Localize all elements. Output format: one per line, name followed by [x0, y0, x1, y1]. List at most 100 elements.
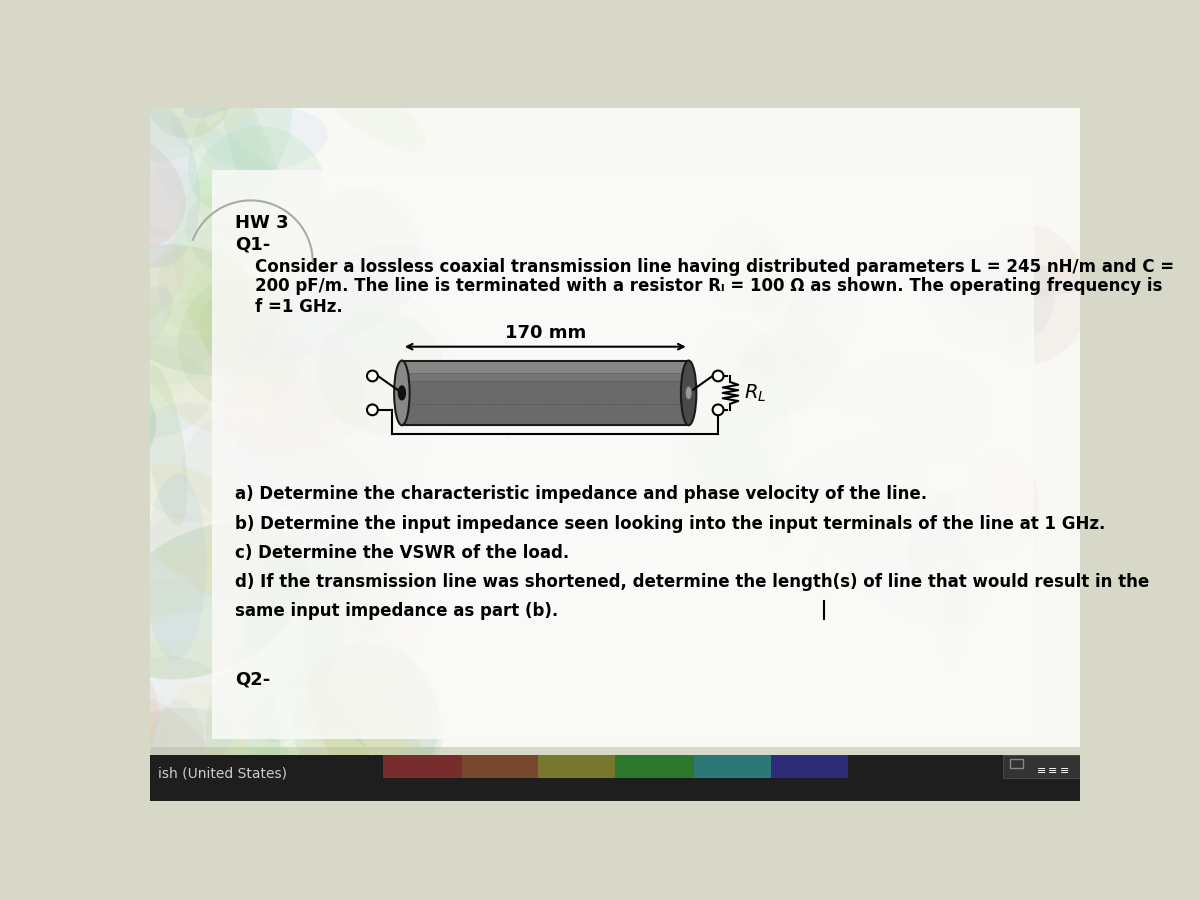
FancyBboxPatch shape [650, 755, 653, 778]
FancyBboxPatch shape [212, 169, 1033, 740]
FancyBboxPatch shape [466, 755, 468, 778]
FancyBboxPatch shape [775, 755, 778, 778]
FancyBboxPatch shape [829, 755, 832, 778]
FancyBboxPatch shape [676, 755, 678, 778]
FancyBboxPatch shape [617, 755, 619, 778]
FancyBboxPatch shape [722, 755, 725, 778]
FancyBboxPatch shape [541, 755, 542, 778]
Ellipse shape [908, 519, 1037, 637]
Ellipse shape [232, 328, 294, 401]
Ellipse shape [115, 286, 173, 353]
FancyBboxPatch shape [790, 755, 792, 778]
FancyBboxPatch shape [385, 755, 388, 778]
FancyBboxPatch shape [731, 755, 733, 778]
Ellipse shape [899, 433, 980, 518]
FancyBboxPatch shape [576, 755, 578, 778]
FancyBboxPatch shape [520, 755, 522, 778]
FancyBboxPatch shape [824, 755, 827, 778]
FancyBboxPatch shape [748, 755, 750, 778]
FancyBboxPatch shape [728, 755, 731, 778]
FancyBboxPatch shape [616, 755, 617, 778]
FancyBboxPatch shape [638, 755, 641, 778]
FancyBboxPatch shape [450, 755, 452, 778]
FancyBboxPatch shape [420, 755, 422, 778]
FancyBboxPatch shape [433, 755, 436, 778]
Ellipse shape [302, 563, 427, 724]
Ellipse shape [127, 402, 259, 522]
Ellipse shape [188, 74, 292, 209]
FancyBboxPatch shape [710, 755, 713, 778]
Ellipse shape [221, 79, 296, 266]
FancyBboxPatch shape [559, 755, 562, 778]
FancyBboxPatch shape [606, 755, 608, 778]
FancyBboxPatch shape [664, 755, 666, 778]
Ellipse shape [340, 553, 409, 632]
FancyBboxPatch shape [455, 755, 457, 778]
FancyBboxPatch shape [840, 755, 842, 778]
FancyBboxPatch shape [562, 755, 564, 778]
Ellipse shape [907, 491, 958, 576]
Text: b) Determine the input impedance seen looking into the input terminals of the li: b) Determine the input impedance seen lo… [235, 515, 1105, 533]
FancyBboxPatch shape [760, 755, 762, 778]
FancyBboxPatch shape [427, 755, 430, 778]
Ellipse shape [940, 508, 978, 667]
FancyBboxPatch shape [485, 755, 487, 778]
Text: HW 3: HW 3 [235, 214, 289, 232]
Ellipse shape [143, 365, 187, 526]
Text: a) Determine the characteristic impedance and phase velocity of the line.: a) Determine the characteristic impedanc… [235, 485, 928, 503]
Ellipse shape [122, 168, 216, 237]
Ellipse shape [145, 473, 206, 661]
Ellipse shape [738, 322, 841, 414]
FancyBboxPatch shape [550, 755, 552, 778]
FancyBboxPatch shape [808, 755, 810, 778]
FancyBboxPatch shape [725, 755, 727, 778]
Ellipse shape [710, 225, 782, 301]
Ellipse shape [161, 682, 254, 857]
FancyBboxPatch shape [750, 755, 752, 778]
FancyBboxPatch shape [745, 755, 748, 778]
Ellipse shape [206, 665, 281, 800]
Ellipse shape [138, 699, 205, 849]
FancyBboxPatch shape [578, 755, 580, 778]
Ellipse shape [216, 515, 370, 598]
FancyBboxPatch shape [545, 755, 547, 778]
Ellipse shape [86, 80, 200, 267]
FancyBboxPatch shape [390, 755, 391, 778]
FancyBboxPatch shape [608, 755, 611, 778]
FancyBboxPatch shape [688, 755, 689, 778]
FancyBboxPatch shape [641, 755, 643, 778]
FancyBboxPatch shape [504, 755, 505, 778]
FancyBboxPatch shape [569, 755, 571, 778]
Ellipse shape [706, 476, 820, 584]
FancyBboxPatch shape [492, 755, 494, 778]
FancyBboxPatch shape [680, 755, 683, 778]
FancyBboxPatch shape [388, 755, 390, 778]
Ellipse shape [708, 222, 780, 312]
FancyBboxPatch shape [666, 755, 668, 778]
FancyBboxPatch shape [842, 755, 845, 778]
FancyBboxPatch shape [673, 755, 676, 778]
FancyBboxPatch shape [646, 755, 648, 778]
FancyBboxPatch shape [557, 755, 559, 778]
FancyBboxPatch shape [689, 755, 691, 778]
Ellipse shape [764, 437, 928, 566]
FancyBboxPatch shape [564, 755, 566, 778]
FancyBboxPatch shape [654, 755, 656, 778]
Ellipse shape [966, 451, 1039, 556]
Ellipse shape [786, 257, 860, 370]
Ellipse shape [317, 72, 426, 152]
FancyBboxPatch shape [542, 755, 545, 778]
FancyBboxPatch shape [438, 755, 440, 778]
FancyBboxPatch shape [678, 755, 680, 778]
Circle shape [367, 371, 378, 382]
FancyBboxPatch shape [817, 755, 820, 778]
Text: same input impedance as part (b).: same input impedance as part (b). [235, 602, 558, 620]
Ellipse shape [158, 225, 227, 330]
FancyBboxPatch shape [694, 755, 696, 778]
FancyBboxPatch shape [703, 755, 706, 778]
Ellipse shape [144, 57, 274, 252]
FancyBboxPatch shape [402, 361, 689, 425]
FancyBboxPatch shape [683, 755, 685, 778]
FancyBboxPatch shape [770, 755, 773, 778]
Ellipse shape [238, 519, 306, 611]
